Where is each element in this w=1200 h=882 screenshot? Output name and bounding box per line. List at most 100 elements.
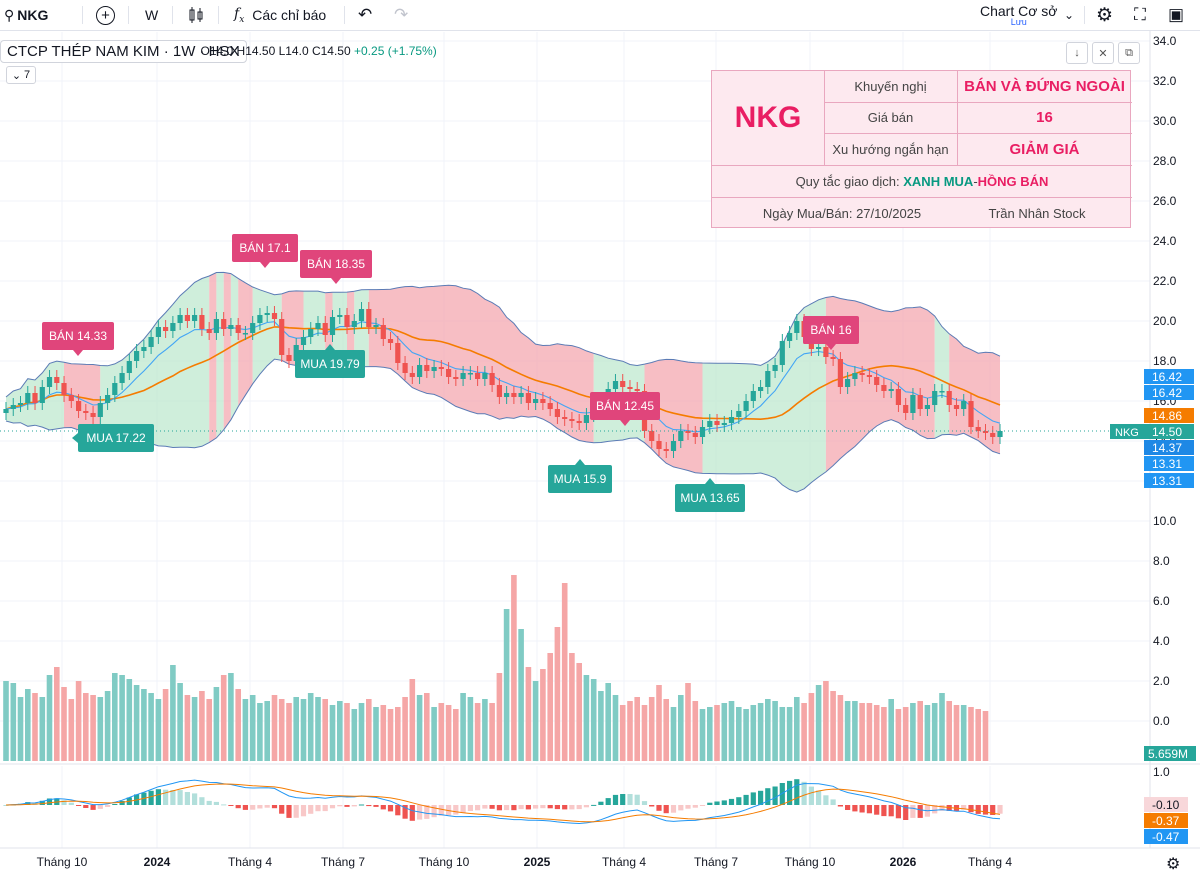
macd-histogram-bar — [39, 800, 45, 805]
symbol-tag-box — [1110, 424, 1144, 439]
layout-dropdown[interactable]: ⌄ — [1064, 0, 1074, 30]
series-name[interactable]: CTCP THÉP NAM KIM · 1W · HSX — [0, 39, 247, 63]
macd-histogram-bar — [511, 805, 517, 811]
signal-label: MUA 15.9 — [554, 472, 607, 486]
trend-value: GIẢM GIÁ — [1009, 140, 1080, 158]
macd-histogram-bar — [685, 805, 691, 809]
macd-label-text: -0.37 — [1152, 814, 1180, 828]
candle-body — [46, 377, 53, 387]
candle-body — [105, 395, 111, 403]
candle-body — [184, 315, 190, 321]
candle-body — [358, 309, 365, 321]
macd-histogram-bar — [329, 805, 336, 809]
candle-body — [134, 351, 140, 361]
candle-body — [453, 377, 459, 379]
fullscreen-button[interactable]: ⛶ — [1134, 0, 1146, 30]
macd-histogram-bar — [707, 802, 713, 805]
symbol-search[interactable]: ⚲ NKG — [4, 0, 48, 30]
candle-body — [279, 319, 285, 355]
layout-name[interactable]: Chart Cơ sở Lưu — [980, 0, 1058, 30]
candle-body — [3, 409, 9, 413]
price-tick-label: 8.0 — [1153, 554, 1170, 568]
price-label-text: 14.37 — [1152, 441, 1182, 455]
interval-button[interactable]: W — [145, 0, 158, 30]
signal-pointer — [73, 350, 83, 356]
search-icon: ⚲ — [4, 6, 15, 23]
undo-button[interactable]: ↶ — [358, 0, 372, 30]
signal-label: BÁN 16 — [810, 322, 852, 337]
axis-settings-icon[interactable]: ⚙ — [1166, 856, 1180, 873]
candle-body — [286, 355, 292, 361]
volume-bar — [32, 693, 38, 761]
indicators-label: Các chỉ báo — [252, 7, 327, 23]
sell-price-label: Giá bán — [867, 110, 914, 125]
collapse-pane-button[interactable]: ✕ — [1092, 42, 1114, 64]
bollinger-band-fill — [223, 272, 231, 430]
macd-histogram-bar — [279, 805, 285, 814]
macd-histogram-bar — [620, 794, 626, 805]
macd-histogram-bar — [344, 805, 350, 807]
macd-histogram-bar — [591, 804, 597, 806]
macd-histogram-bar — [213, 801, 219, 805]
macd-histogram-bar — [373, 805, 379, 807]
sell-signal-tag — [590, 392, 660, 420]
time-tick-label: 2025 — [524, 855, 551, 869]
volume-bar — [583, 675, 590, 761]
settings-button[interactable]: ⚙ — [1096, 0, 1113, 30]
macd-histogram-bar — [286, 805, 292, 818]
volume-bar — [721, 703, 728, 761]
volume-bar — [503, 609, 510, 761]
candle-body — [823, 347, 829, 357]
chart-status-label: Lưu — [1010, 16, 1027, 27]
redo-button[interactable]: ↷ — [394, 0, 408, 30]
candle-body — [924, 405, 930, 409]
candle-body — [199, 315, 205, 329]
macd-label-box — [1144, 797, 1188, 812]
trade-date: Ngày Mua/Bán: 27/10/2025 — [762, 205, 922, 221]
maximize-pane-button[interactable]: ⧉ — [1118, 42, 1140, 64]
chart-name-label: Chart Cơ sở — [980, 2, 1058, 19]
macd-histogram-bar — [97, 805, 103, 809]
volume-bar — [598, 691, 604, 761]
plus-circle-icon: + — [96, 5, 115, 25]
buy-signal-tag — [78, 424, 154, 452]
indicators-button[interactable]: fx Các chỉ báo — [234, 0, 326, 30]
candle-body — [467, 373, 473, 375]
snapshot-button[interactable]: ▣ — [1168, 0, 1184, 30]
candle-body — [126, 361, 132, 373]
candle-body — [533, 399, 539, 403]
candle-body — [68, 395, 74, 401]
volume-bar — [902, 707, 909, 761]
candle-body — [779, 341, 785, 365]
volume-bar — [968, 707, 974, 761]
candle-body — [76, 401, 82, 411]
macd-histogram-bar — [670, 805, 677, 813]
price-tick-label: 20.0 — [1153, 314, 1177, 328]
macd-histogram-bar — [424, 805, 430, 819]
price-tick-label: 26.0 — [1153, 194, 1177, 208]
volume-bar — [424, 693, 430, 761]
volume-bar — [155, 699, 162, 761]
scroll-down-button[interactable]: ↓ — [1066, 42, 1088, 64]
macd-histogram-bar — [90, 805, 96, 810]
price-tick-label: 32.0 — [1153, 74, 1177, 88]
candle-body — [547, 403, 553, 409]
recommendation-value: BÁN VÀ ĐỨNG NGOÀI — [964, 78, 1125, 95]
candles-icon — [189, 7, 203, 23]
macd-histogram-bar — [235, 805, 241, 809]
bollinger-band-fill — [949, 333, 1000, 454]
volume-bar — [271, 695, 278, 761]
candle-body — [525, 393, 531, 403]
chart-type-button[interactable] — [186, 0, 206, 30]
signal-label: BÁN 12.45 — [596, 398, 654, 413]
fx-icon: fx — [234, 5, 245, 25]
volume-bar — [670, 707, 677, 761]
compare-button[interactable]: + — [96, 0, 115, 30]
volume-bar — [235, 689, 241, 761]
price-tick-label: 22.0 — [1153, 274, 1177, 288]
macd-histogram-bar — [961, 805, 967, 810]
collapse-indicators-button[interactable]: ⌄ 7 — [6, 66, 36, 84]
price-tick-label: 6.0 — [1153, 594, 1170, 608]
candle-body — [728, 417, 735, 423]
